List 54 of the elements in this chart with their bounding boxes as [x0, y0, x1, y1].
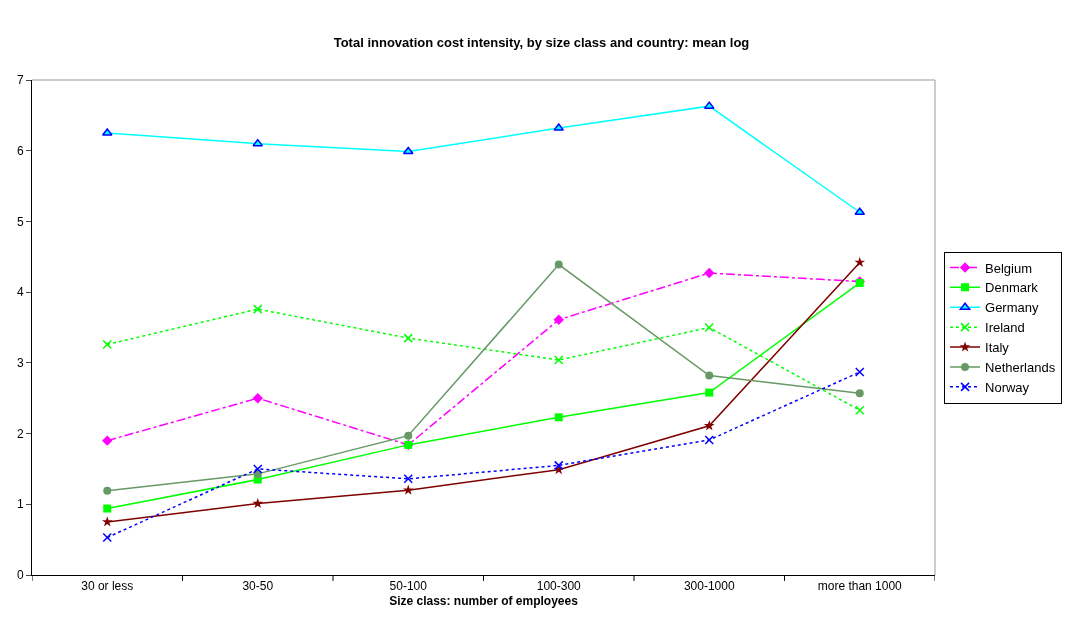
point — [252, 393, 263, 404]
x-axis-title: Size class: number of employees — [389, 594, 579, 609]
legend-label: Germany — [985, 300, 1039, 316]
point — [553, 314, 564, 325]
point — [554, 413, 563, 422]
point — [253, 464, 263, 474]
y-tick-label: 3 — [16, 356, 24, 371]
point — [704, 435, 714, 445]
legend-label: Ireland — [985, 320, 1025, 336]
point — [102, 339, 112, 350]
x-tick-label: 300-1000 — [683, 579, 735, 594]
point — [854, 256, 866, 267]
point — [705, 388, 714, 397]
legend-label: Denmark — [985, 280, 1039, 296]
point — [404, 431, 413, 440]
point — [252, 497, 264, 509]
point — [554, 355, 564, 365]
point — [855, 389, 864, 398]
point — [252, 138, 264, 147]
point — [554, 460, 564, 471]
point — [704, 322, 714, 333]
point — [403, 474, 413, 484]
point — [102, 435, 113, 446]
legend-label: Italy — [985, 340, 1010, 356]
x-tick-label: 30 or less — [81, 579, 134, 594]
y-tick-label: 1 — [16, 497, 24, 512]
legend-label: Belgium — [985, 260, 1032, 276]
x-tick-label: 100-300 — [536, 579, 582, 594]
y-tick-label: 7 — [16, 73, 24, 88]
y-tick-label: 5 — [16, 214, 24, 229]
y-tick-label: 0 — [16, 568, 24, 583]
point — [402, 484, 414, 495]
y-tick-label: 2 — [16, 426, 24, 441]
point — [705, 371, 714, 380]
point — [855, 367, 865, 377]
chart-title: Total innovation cost intensity, by size class and country: mean log — [333, 34, 750, 50]
x-tick-label: 50-100 — [389, 579, 428, 594]
legend-label: Netherlands — [985, 360, 1056, 376]
y-tick-label: 4 — [16, 285, 24, 300]
y-tick-label: 6 — [16, 143, 24, 158]
point — [703, 420, 715, 431]
point — [554, 260, 563, 269]
point — [103, 504, 112, 513]
point — [101, 516, 113, 527]
x-tick-label: more than 1000 — [817, 579, 903, 594]
point — [253, 304, 263, 314]
legend-label: Norway — [985, 379, 1030, 395]
point — [704, 267, 715, 279]
point — [403, 333, 413, 343]
point — [402, 146, 414, 155]
point — [855, 405, 865, 415]
point — [102, 532, 112, 543]
x-tick-label: 30-50 — [242, 579, 274, 594]
point — [103, 486, 112, 495]
